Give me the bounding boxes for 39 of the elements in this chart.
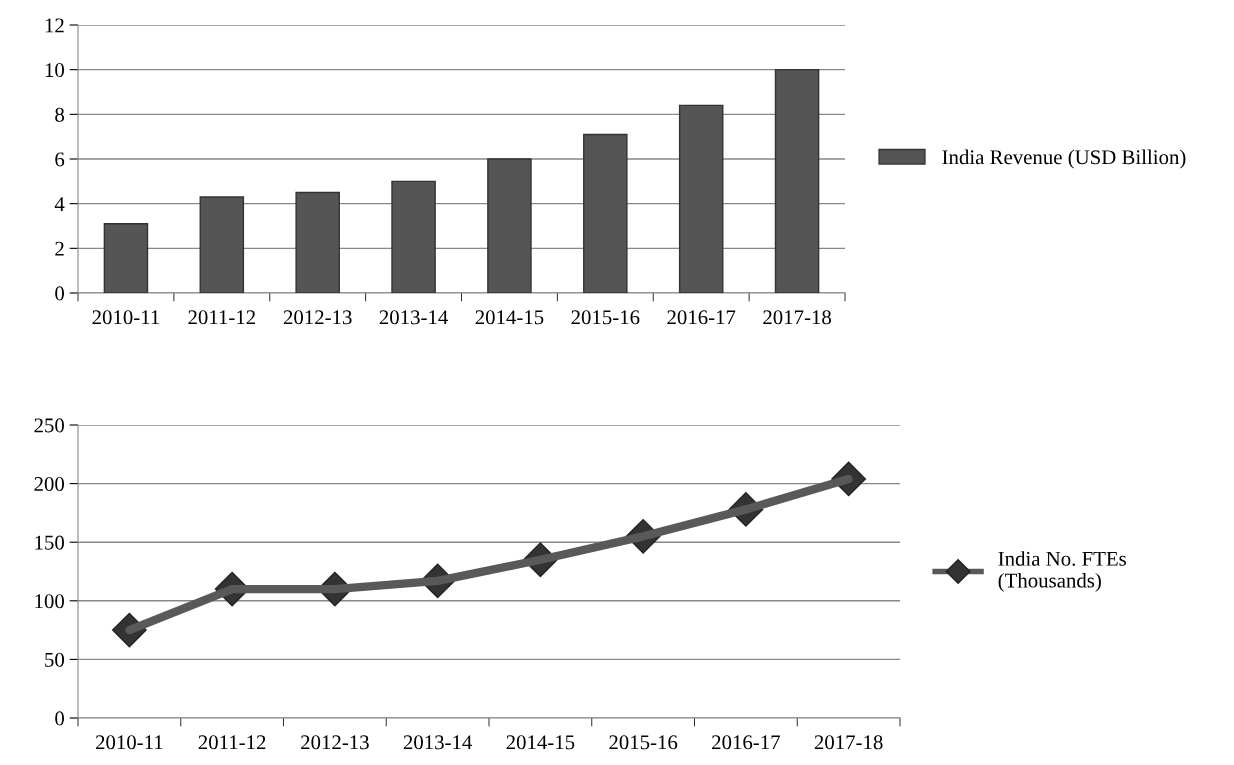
- bar: [295, 191, 340, 293]
- x-tick-label: 2016-17: [712, 735, 780, 750]
- y-tick-label: 8: [55, 107, 65, 122]
- bar: [391, 180, 436, 293]
- y-tick-label: 200: [34, 476, 65, 492]
- y-tick-label: 6: [55, 152, 65, 167]
- bar: [103, 223, 149, 293]
- y-tick-label: 150: [35, 535, 65, 550]
- y-tick-label: 0: [55, 711, 65, 726]
- bar: [583, 133, 628, 293]
- y-tick-label: 12: [45, 18, 64, 33]
- x-tick-label: 2017-18: [763, 310, 831, 325]
- x-tick-label: 2013-14: [379, 310, 448, 325]
- bar: [199, 196, 245, 293]
- y-tick-label: 0: [55, 286, 65, 301]
- x-tick-label: 2015-16: [609, 735, 678, 750]
- x-tick-label: 2011-12: [188, 310, 255, 325]
- x-tick-label: 2010-11: [92, 310, 160, 325]
- x-tick-label: 2016-17: [667, 310, 736, 325]
- x-tick-label: 2011-12: [198, 735, 266, 750]
- y-tick-label: 250: [34, 418, 65, 433]
- x-tick-label: 2012-13: [283, 310, 352, 325]
- x-tick-label: 2010-11: [95, 735, 163, 750]
- bar: [678, 104, 724, 293]
- x-tick-label: 2014-15: [475, 310, 544, 325]
- legend-label: India No. FTEs (Thousands): [998, 551, 1126, 592]
- x-tick-label: 2017-18: [814, 735, 883, 750]
- x-tick-label: 2015-16: [571, 310, 640, 325]
- x-tick-label: 2013-14: [403, 735, 473, 750]
- bar: [487, 158, 532, 293]
- y-tick-label: 4: [54, 197, 65, 211]
- x-tick-label: 2012-13: [301, 735, 369, 750]
- y-tick-label: 50: [45, 652, 65, 667]
- legend-label: India Revenue (USD Billion): [942, 149, 1186, 169]
- y-tick-label: 2: [55, 241, 64, 256]
- bar: [774, 68, 820, 293]
- y-tick-label: 10: [45, 63, 65, 78]
- y-tick-label: 100: [35, 594, 65, 609]
- x-tick-label: 2014-15: [506, 735, 575, 750]
